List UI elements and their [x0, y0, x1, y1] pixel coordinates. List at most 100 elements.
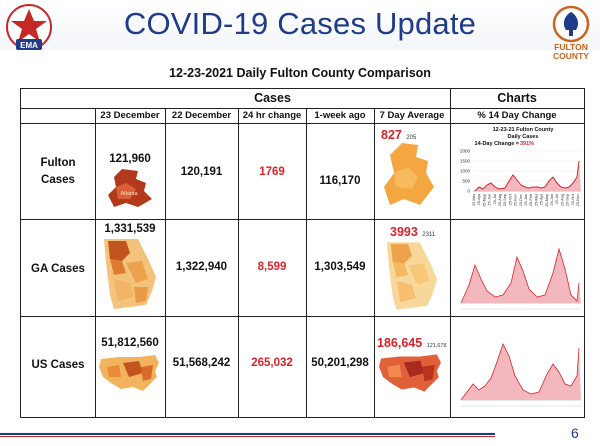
ga-24hr-change: 8,599 [257, 261, 287, 273]
fulton-7day-value: 827 [381, 128, 402, 142]
col-header-24hr-change: 24 hr change [242, 110, 302, 121]
col-header-14-day-change: % 14 Day Change [477, 110, 557, 121]
fulton-x-tick-label: 25-Jul [493, 194, 497, 204]
ga-7-day-average: 3993 2311 [390, 223, 450, 241]
fulton-24hr-change: 1769 [259, 166, 285, 178]
fulton-7-day-average: 827 205 [381, 126, 447, 144]
header-cases: Cases [254, 91, 291, 105]
fulton-y-tick-label: 2000 [460, 149, 471, 154]
ga-cases-chart [460, 247, 581, 310]
fulton-x-tick-label: 25-Apr [540, 193, 544, 205]
us-7day-map [379, 354, 441, 392]
fulton-1-week-ago: 116,170 [319, 175, 361, 187]
table-divider [21, 108, 584, 109]
col-header-22-december: 22 December [171, 110, 232, 121]
fulton-x-tick-label: 25-Nov [514, 194, 518, 206]
us-7-day-average: 186,645 121,678 [377, 334, 449, 352]
table-divider [21, 316, 584, 317]
fulton-x-tick-label: 25-Jan [524, 194, 528, 206]
table-divider [21, 219, 584, 220]
fulton-23-dec: 121,960 [109, 153, 151, 165]
fulton-x-tick-label: 25-Jun [488, 194, 492, 206]
fulton-county-map: Atlanta [108, 169, 152, 207]
footer-rule-blue [0, 433, 495, 435]
fulton-x-tick-label: 25-Sep [503, 194, 507, 206]
fulton-x-tick-label: 25-Sep [566, 194, 570, 206]
ga-22-dec: 1,322,940 [175, 261, 228, 273]
row-label-ga: GA Cases [31, 263, 85, 275]
row-label-line: Cases [41, 174, 75, 186]
us-22-dec: 51,568,242 [172, 357, 231, 369]
col-header-23-december: 23 December [100, 110, 160, 121]
fulton-daily-cases-chart: 12-23-21 Fulton County Daily Cases 14-Da… [460, 127, 581, 207]
row-label-us: US Cases [31, 359, 85, 371]
fulton-x-tick-label: 25-Mar [534, 193, 538, 206]
footer-rule-red [0, 436, 495, 437]
fulton-chart-title-1: 12-23-21 Fulton County [493, 127, 555, 133]
fulton-x-tick-label: 25-Nov [576, 194, 580, 206]
fulton-chart-title-3: 14-Day Change = [475, 141, 519, 147]
fulton-x-tick-label: 25-Jun [550, 194, 554, 206]
table-divider [450, 89, 451, 417]
col-header-1-week-ago: 1-week ago [314, 110, 366, 121]
fulton-x-tick-label: 25-Jul [555, 194, 559, 204]
ema-logo-text: EMA [20, 41, 38, 50]
us-county-map [99, 355, 159, 391]
fulton-logo-text-1: FULTON [554, 42, 588, 52]
fulton-x-tick-label: 25-Dec [519, 194, 523, 206]
fulton-x-tick-label: 25-Oct [508, 193, 512, 205]
page-number: 6 [571, 425, 579, 441]
slide-title: COVID-19 Cases Update [123, 6, 477, 41]
fulton-x-tick-label: 25-Aug [560, 194, 564, 206]
ga-7day-value: 3993 [390, 225, 418, 239]
fulton-x-tick-label: 25-Apr [477, 193, 481, 205]
us-1-week-ago: 50,201,298 [311, 357, 369, 369]
us-cases-chart [460, 342, 581, 407]
table-divider [165, 108, 166, 417]
header-charts: Charts [497, 91, 537, 105]
fulton-y-tick-label: 1000 [460, 169, 471, 174]
table-divider [238, 108, 239, 417]
fulton-x-ticks: 25-Mar 25-Apr 25-May 25-Jun 25-Jul 25-Aug 25-S… [472, 193, 580, 207]
fulton-logo-text-2: COUNTY [553, 51, 589, 61]
fulton-x-tick-label: 25-Oct [571, 193, 575, 205]
ga-1-week-ago: 1,303,549 [314, 261, 366, 273]
row-label-line: Fulton [40, 157, 76, 169]
col-header-7-day-average: 7 Day Average [379, 110, 445, 121]
fulton-cases-area [475, 161, 581, 191]
table-divider [306, 108, 307, 417]
fulton-22-dec: 120,191 [180, 166, 223, 178]
fulton-y-tick-label: 1500 [460, 159, 471, 164]
row-label-fulton: Fulton Cases [21, 155, 95, 189]
ga-cases-line [460, 247, 580, 304]
us-24hr-change: 265,032 [251, 357, 293, 369]
us-cases-line [460, 342, 580, 401]
fulton-x-tick-label: 25-Feb [529, 194, 533, 206]
ema-logo-icon: EMA [6, 4, 52, 50]
ga-7day-small: 2311 [422, 232, 436, 238]
us-7day-value: 186,645 [377, 336, 423, 350]
ga-cases-area [461, 249, 581, 303]
fulton-chart-pct: 391% [520, 141, 534, 147]
fulton-7day-map [384, 143, 434, 205]
fulton-y-tick-label: 0 [467, 189, 470, 194]
table-divider [374, 108, 375, 417]
ga-23-dec: 1,331,539 [104, 223, 156, 235]
fulton-x-tick-label: 25-May [482, 194, 486, 207]
ga-county-map [104, 239, 156, 309]
fulton-chart-title-2: Daily Cases [508, 134, 539, 140]
table-divider [95, 108, 96, 417]
us-cases-area [461, 344, 581, 400]
ga-7day-map [386, 242, 438, 310]
fulton-x-tick-label: 25-May [545, 194, 549, 207]
table-divider [21, 123, 584, 124]
subtitle: 12-23-2021 Daily Fulton County Compariso… [169, 66, 431, 80]
us-23-dec: 51,812,560 [101, 337, 159, 349]
fulton-y-tick-label: 500 [462, 179, 470, 184]
fulton-map-label: Atlanta [120, 191, 138, 197]
fulton-7day-small: 205 [406, 135, 417, 141]
header-band [0, 0, 600, 50]
fulton-county-logo-icon: FULTON COUNTY [552, 5, 589, 61]
fulton-x-tick-label: 25-Aug [498, 194, 502, 206]
